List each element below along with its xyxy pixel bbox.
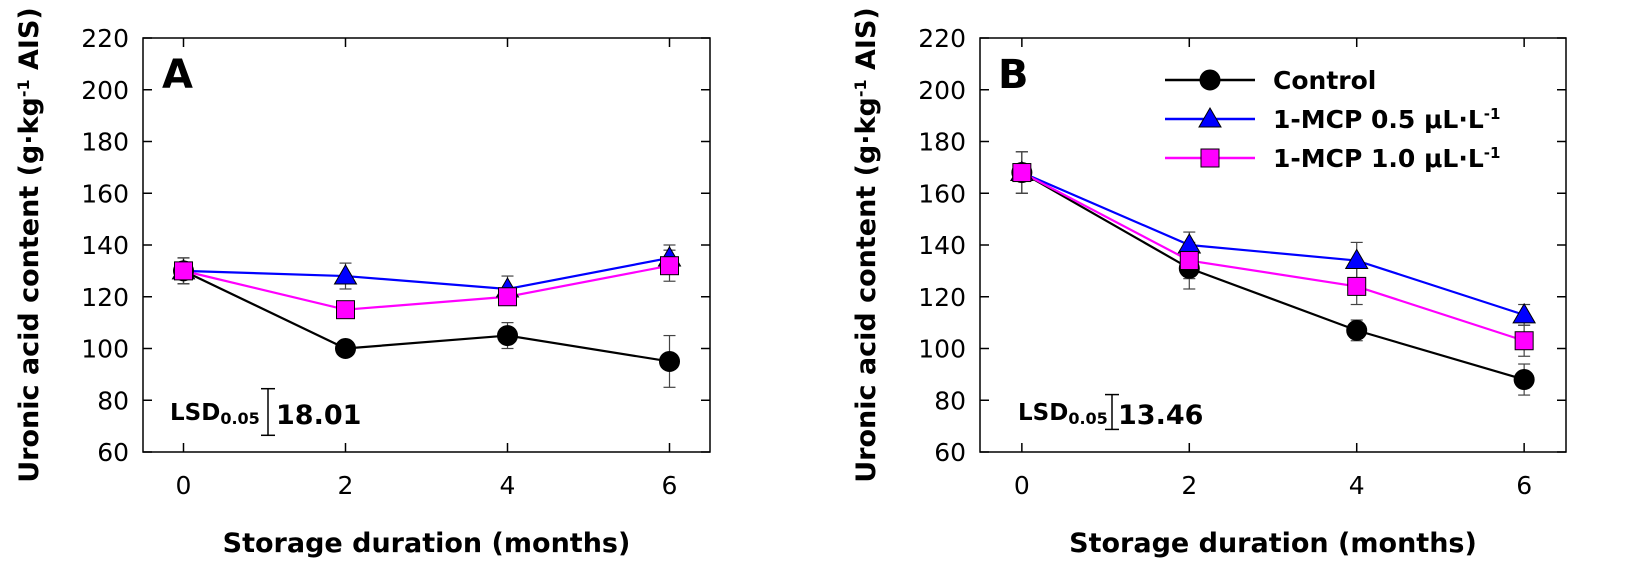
- x-tick-label: 0: [1014, 471, 1030, 500]
- legend-label: 1-MCP 0.5 μL·L-1: [1273, 105, 1500, 134]
- y-tick-label: 80: [934, 386, 966, 415]
- y-tick-label: 180: [81, 128, 129, 157]
- y-tick-label: 100: [918, 335, 966, 364]
- x-axis-title: Storage duration (months): [1069, 528, 1477, 559]
- y-tick-label: 220: [81, 24, 129, 53]
- x-tick-label: 4: [500, 471, 516, 500]
- x-tick-label: 2: [338, 471, 354, 500]
- data-point-square: [174, 261, 193, 281]
- panel-label: A: [162, 52, 193, 98]
- y-tick-label: 120: [81, 283, 129, 312]
- legend-label-sup: -1: [1484, 144, 1501, 162]
- x-axis-title: Storage duration (months): [223, 528, 631, 559]
- markers-square: [1012, 163, 1534, 351]
- y-axis-title-tail: AIS): [851, 7, 882, 79]
- series-triangle: [177, 244, 676, 303]
- y-tick-label: 160: [918, 179, 966, 208]
- panel-b: 60 80 100 120 140 160 180 200 220 0 2 4 6 Storage dur…: [851, 7, 1567, 559]
- legend-label-sup: -1: [1484, 105, 1501, 123]
- data-point-circle: [497, 325, 518, 347]
- series-square: [177, 249, 676, 319]
- lsd-label: LSD0.05: [170, 400, 260, 428]
- x-tick-label: 6: [1516, 471, 1532, 500]
- lsd-value: 18.01: [276, 400, 361, 431]
- legend-label: 1-MCP 1.0 μL·L-1: [1273, 144, 1500, 173]
- lsd-label: LSD0.05: [1018, 400, 1108, 428]
- series-line: [1021, 171, 1525, 316]
- x-tick-label: 0: [176, 471, 192, 500]
- data-point-triangle: [333, 264, 358, 285]
- lsd-label-main: LSD: [1018, 400, 1068, 426]
- y-tick-label: 120: [918, 283, 966, 312]
- series-line: [1021, 171, 1525, 381]
- data-point-square: [498, 287, 517, 307]
- y-tick-label: 220: [918, 24, 966, 53]
- data-point-square: [336, 300, 355, 320]
- legend-marker-square: [1200, 148, 1220, 168]
- series-line: [183, 269, 670, 363]
- y-tick-label: 200: [81, 76, 129, 105]
- data-point-circle: [1513, 369, 1535, 391]
- y-tick-label: 140: [81, 231, 129, 260]
- y-tick-label: 140: [918, 231, 966, 260]
- legend-label-main: 1-MCP 0.5 μL·L: [1273, 105, 1484, 134]
- series-circle: [177, 257, 676, 388]
- legend-marker-triangle: [1198, 107, 1222, 128]
- y-tick-label: 60: [97, 438, 129, 467]
- data-point-circle: [659, 350, 680, 372]
- legend-label: Control: [1273, 66, 1376, 95]
- y-tick-label: 100: [81, 335, 129, 364]
- y-axis-title-sup: -1: [851, 79, 870, 97]
- markers-square: [174, 256, 679, 320]
- plot-frame: [142, 37, 711, 453]
- data-point-circle: [1346, 319, 1368, 341]
- x-tick-label: 2: [1181, 471, 1197, 500]
- y-axis-title-sup: -1: [14, 79, 33, 97]
- legend-label-main: 1-MCP 1.0 μL·L: [1273, 144, 1484, 173]
- x-tick-label: 4: [1349, 471, 1365, 500]
- y-tick-label: 60: [934, 438, 966, 467]
- lsd-label-sub: 0.05: [220, 409, 259, 428]
- legend-marker-circle: [1199, 69, 1221, 91]
- series-line: [1021, 171, 1525, 342]
- y-axis-title: Uronic acid content (g·kg-1 AIS): [14, 7, 46, 483]
- y-tick-label: 80: [97, 386, 129, 415]
- y-axis-title-main: Uronic acid content (g·kg: [14, 97, 45, 483]
- data-point-triangle: [1344, 248, 1369, 270]
- y-tick-label: 180: [918, 128, 966, 157]
- plot-frame: [979, 37, 1567, 453]
- panel-label: B: [998, 52, 1029, 98]
- series-line: [183, 256, 670, 291]
- panel-a: 60 80 100 120 140 160 180 200 220 0 2 4 6 Storage dur…: [14, 7, 711, 559]
- y-axis-title-tail: AIS): [14, 7, 45, 79]
- series-line: [183, 264, 670, 311]
- y-axis-title-main: Uronic acid content (g·kg: [851, 97, 882, 483]
- data-point-square: [1012, 163, 1032, 183]
- data-point-triangle: [1177, 233, 1202, 254]
- y-axis-title: Uronic acid content (g·kg-1 AIS): [851, 7, 883, 483]
- data-point-square: [1179, 251, 1199, 271]
- data-point-square: [1347, 276, 1367, 296]
- data-point-square: [1514, 331, 1534, 351]
- lsd-label-main: LSD: [170, 400, 220, 426]
- y-tick-label: 160: [81, 179, 129, 208]
- series-square: [1015, 151, 1531, 357]
- data-point-circle: [335, 338, 356, 359]
- y-tick-label: 200: [918, 76, 966, 105]
- legend-label-main: Control: [1273, 66, 1376, 95]
- markers-circle: [1011, 162, 1535, 391]
- data-point-square: [660, 256, 679, 276]
- data-point-triangle: [1512, 302, 1537, 324]
- lsd-value: 13.46: [1118, 400, 1203, 431]
- lsd-label-sub: 0.05: [1068, 409, 1107, 428]
- x-tick-label: 6: [662, 471, 678, 500]
